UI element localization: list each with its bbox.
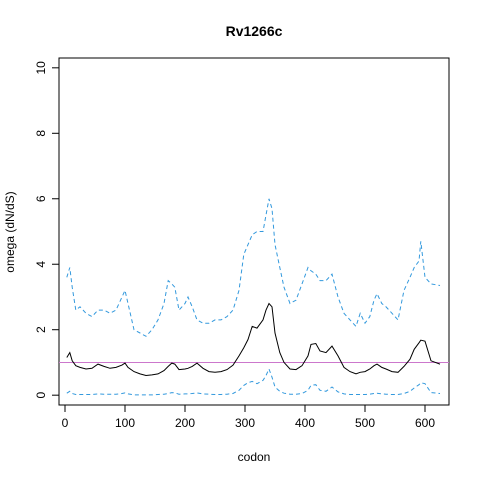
x-axis: 0 100 200 300 400 500 600 xyxy=(62,404,435,430)
series-lower-ci-line xyxy=(66,367,441,396)
x-tick-label: 200 xyxy=(175,416,195,430)
x-axis-label: codon xyxy=(238,450,271,464)
series-upper-ci-line xyxy=(66,198,441,337)
plot-area xyxy=(59,198,449,396)
x-tick-label: 300 xyxy=(235,416,255,430)
x-tick-label: 500 xyxy=(355,416,375,430)
x-tick-label: 100 xyxy=(115,416,135,430)
y-tick-label: 8 xyxy=(34,130,48,137)
y-axis: 0 2 4 6 8 10 xyxy=(34,61,60,399)
y-tick-label: 2 xyxy=(34,326,48,333)
y-tick-label: 0 xyxy=(34,392,48,399)
series-estimate-line xyxy=(66,302,441,377)
x-tick-label: 600 xyxy=(415,416,435,430)
y-tick-label: 6 xyxy=(34,195,48,202)
y-tick-label: 10 xyxy=(34,61,48,75)
y-tick-label: 4 xyxy=(34,261,48,268)
y-axis-label: omega (dN/dS) xyxy=(3,191,17,272)
chart-title: Rv1266c xyxy=(226,23,283,39)
x-tick-label: 400 xyxy=(295,416,315,430)
x-tick-label: 0 xyxy=(62,416,69,430)
plot-frame xyxy=(58,57,450,406)
